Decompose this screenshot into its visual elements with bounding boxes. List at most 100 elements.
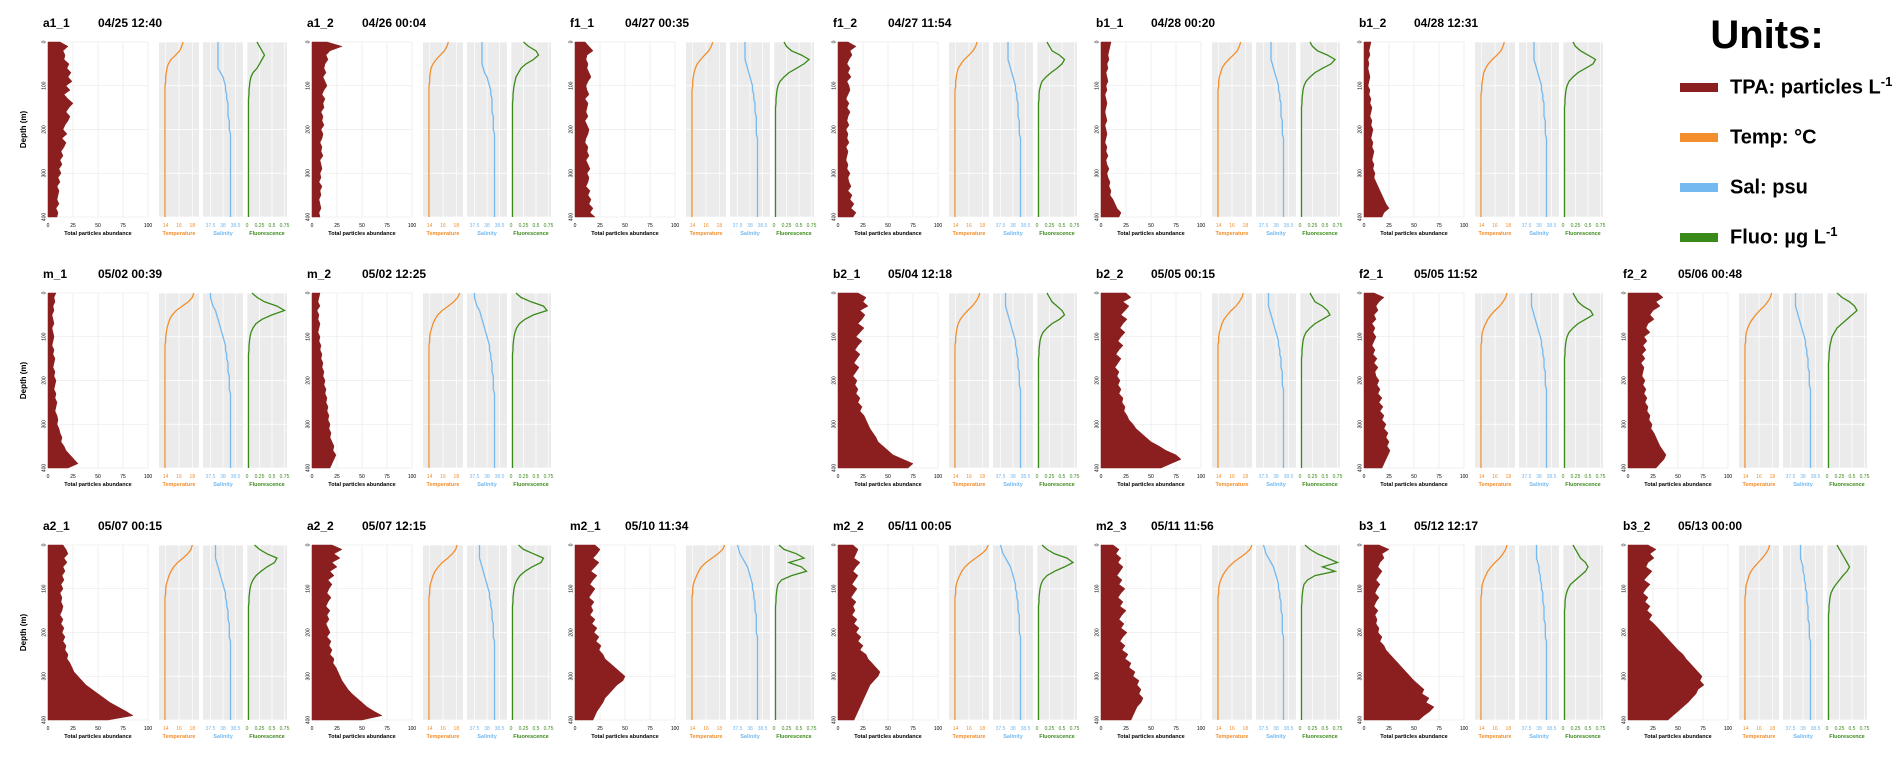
fluo-line (1037, 544, 1075, 720)
x-tick: 0 (1299, 223, 1302, 229)
x-tick: 50 (359, 223, 365, 229)
fluo-axis-label: Fluorescence (776, 734, 811, 740)
fluo-line (247, 41, 266, 217)
x-tick: 18 (717, 726, 723, 732)
depth-tick: 400 (1094, 716, 1100, 725)
x-tick: 16 (176, 474, 182, 480)
panel-time: 05/07 12:15 (362, 519, 426, 533)
x-tick: 38 (484, 223, 490, 229)
panel-label: f1_2 (833, 16, 857, 30)
depth-tick: 0 (831, 291, 837, 294)
depth-tick: 300 (41, 672, 47, 681)
depth-tick: 300 (1621, 672, 1627, 681)
x-tick: 0.5 (533, 223, 540, 229)
depth-tick: 0 (41, 40, 47, 43)
x-tick: 75 (1700, 474, 1706, 480)
panel-time: 04/28 12:31 (1414, 16, 1478, 30)
depth-tick: 0 (1357, 291, 1363, 294)
x-tick: 18 (980, 726, 986, 732)
temp-line (691, 544, 726, 720)
tpa-axis-label: Total particles abundance (1380, 734, 1447, 740)
x-tick: 14 (1216, 726, 1222, 732)
x-tick: 14 (953, 223, 959, 229)
tpa-area (1627, 544, 1705, 721)
x-tick: 0 (1562, 726, 1565, 732)
tpa-area (47, 544, 134, 721)
x-tick: 0.5 (533, 726, 540, 732)
x-tick: 0.5 (1585, 474, 1592, 480)
subplot-sal: 37.5 38 38.5 Salinity (993, 41, 1033, 237)
subplot-temp: 14 16 18 Temperature (686, 41, 726, 237)
x-tick: 16 (966, 474, 972, 480)
x-tick: 0.75 (807, 223, 817, 229)
subplot-temp: 14 16 18 Temperature (1475, 292, 1515, 488)
x-tick: 0.75 (1596, 223, 1606, 229)
x-tick: 38 (1800, 726, 1806, 732)
depth-tick: 400 (1357, 213, 1363, 222)
fluo-line (1037, 41, 1066, 217)
fluo-axis-label: Fluorescence (1039, 734, 1074, 740)
depth-tick: 200 (41, 125, 47, 134)
depth-tick: 400 (41, 716, 47, 725)
depth-tick: 300 (1094, 169, 1100, 178)
x-tick: 100 (144, 223, 153, 229)
sal-line (736, 544, 759, 720)
x-tick: 0.25 (782, 726, 792, 732)
depth-tick: 300 (1357, 672, 1363, 681)
subplot-temp: 14 16 18 Temperature (949, 544, 989, 740)
depth-tick: 200 (568, 628, 574, 637)
sal-axis-label: Salinity (213, 231, 234, 237)
depth-tick: 0 (1094, 40, 1100, 43)
x-tick: 14 (1216, 474, 1222, 480)
x-tick: 0 (1627, 474, 1630, 480)
x-tick: 38.5 (1811, 474, 1821, 480)
x-tick: 37.5 (996, 726, 1006, 732)
x-tick: 0 (1363, 474, 1366, 480)
sal-axis-label: Salinity (213, 482, 234, 488)
x-tick: 0.75 (1070, 223, 1080, 229)
tpa-area (1627, 292, 1667, 469)
subplot-temp: 14 16 18 Temperature (423, 41, 463, 237)
x-tick: 0.5 (1059, 726, 1066, 732)
x-tick: 18 (1770, 474, 1776, 480)
x-tick: 50 (95, 223, 101, 229)
x-tick: 14 (163, 474, 169, 480)
fluo-line (1300, 292, 1331, 468)
tpa-axis-label: Total particles abundance (64, 482, 131, 488)
x-tick: 0.25 (255, 223, 265, 229)
x-tick: 25 (597, 223, 603, 229)
x-tick: 14 (427, 223, 433, 229)
tpa-area (1363, 41, 1390, 218)
x-tick: 25 (1650, 474, 1656, 480)
panel-label: a1_2 (307, 16, 334, 30)
subplot-fluo: 0 0.25 0.5 0.75 Fluorescence (1036, 544, 1080, 740)
x-tick: 25 (70, 223, 76, 229)
depth-tick: 100 (305, 584, 311, 593)
depth-tick: 100 (41, 332, 47, 341)
fluo-line (774, 544, 808, 720)
x-tick: 0 (773, 726, 776, 732)
sal-line (999, 544, 1022, 720)
temp-line (428, 292, 461, 468)
x-tick: 0.75 (1333, 474, 1343, 480)
subplot-tpa: 0 25 50 75 100 Total particles abundance (837, 544, 942, 740)
x-tick: 37.5 (206, 726, 216, 732)
x-tick: 14 (1479, 223, 1485, 229)
panel-label: b2_2 (1096, 267, 1124, 281)
x-tick: 0 (47, 726, 50, 732)
x-tick: 0.75 (807, 726, 817, 732)
sal-axis-label: Salinity (1529, 734, 1550, 740)
depth-tick: 400 (1094, 464, 1100, 473)
temp-axis-label: Temperature (1216, 734, 1249, 740)
depth-tick: 200 (831, 376, 837, 385)
x-tick: 0.25 (782, 223, 792, 229)
subplot-temp: 14 16 18 Temperature (1212, 292, 1252, 488)
x-tick: 38 (1800, 474, 1806, 480)
fluo-line (511, 544, 545, 720)
